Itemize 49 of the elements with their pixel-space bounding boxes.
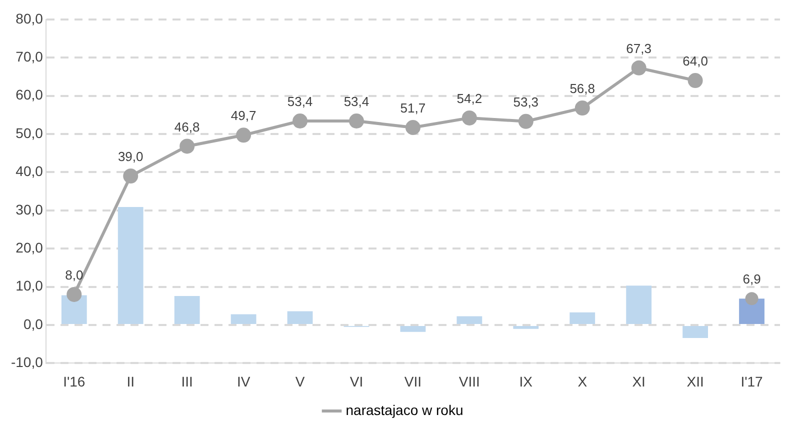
x-tick-label: VII — [404, 373, 422, 390]
data-label: 46,8 — [174, 119, 200, 134]
point — [180, 138, 195, 154]
point — [236, 128, 252, 143]
y-tick-label: 70,0 — [16, 48, 44, 64]
y-tick-label: 60,0 — [16, 86, 44, 103]
point — [405, 120, 420, 136]
x-tick-label: I'17 — [740, 373, 764, 390]
x-tick-label: IX — [519, 373, 534, 390]
point — [123, 168, 138, 184]
point — [688, 73, 703, 88]
x-tick-label: VI — [350, 373, 364, 390]
y-tick-label: 80,0 — [16, 10, 44, 26]
data-label: 51,7 — [400, 100, 426, 116]
data-label: 53,3 — [513, 94, 539, 110]
data-label: 6,9 — [742, 272, 761, 287]
x-tick-label: XII — [686, 373, 704, 390]
data-label: 49,7 — [230, 108, 256, 124]
x-tick-label: I'16 — [63, 373, 86, 390]
data-label: 54,2 — [456, 91, 482, 106]
y-tick-label: 20,0 — [16, 239, 44, 256]
data-label: 39,0 — [118, 149, 144, 164]
y-tick-label: 40,0 — [16, 163, 44, 180]
x-tick-label: VIII — [458, 373, 480, 390]
data-label: 56,8 — [570, 81, 596, 96]
y-tick-label: 0,0 — [23, 316, 44, 332]
y-tick-label: 30,0 — [16, 201, 44, 218]
legend-label: narastajaco w roku — [346, 402, 464, 418]
data-label: 67,3 — [626, 40, 652, 56]
x-tick-label: X — [578, 373, 588, 390]
data-label: 53,4 — [287, 94, 313, 110]
point — [574, 100, 590, 116]
x-tick-label: IV — [236, 373, 251, 390]
point — [631, 60, 646, 76]
x-tick-label: XI — [632, 373, 646, 390]
x-tick-label: V — [295, 373, 306, 390]
point — [518, 114, 534, 129]
x-tick-label: III — [181, 373, 193, 390]
y-tick-label: -10,0 — [10, 354, 44, 370]
data-label: 8,0 — [65, 268, 84, 283]
y-tick-label: 50,0 — [16, 124, 44, 141]
data-label: 53,4 — [344, 94, 370, 110]
data-label: 64,0 — [682, 54, 708, 69]
point — [292, 114, 308, 129]
y-tick-label: 10,0 — [16, 278, 44, 294]
point — [348, 114, 364, 129]
point — [462, 110, 477, 126]
x-tick-label: II — [126, 373, 135, 390]
point — [66, 286, 82, 302]
